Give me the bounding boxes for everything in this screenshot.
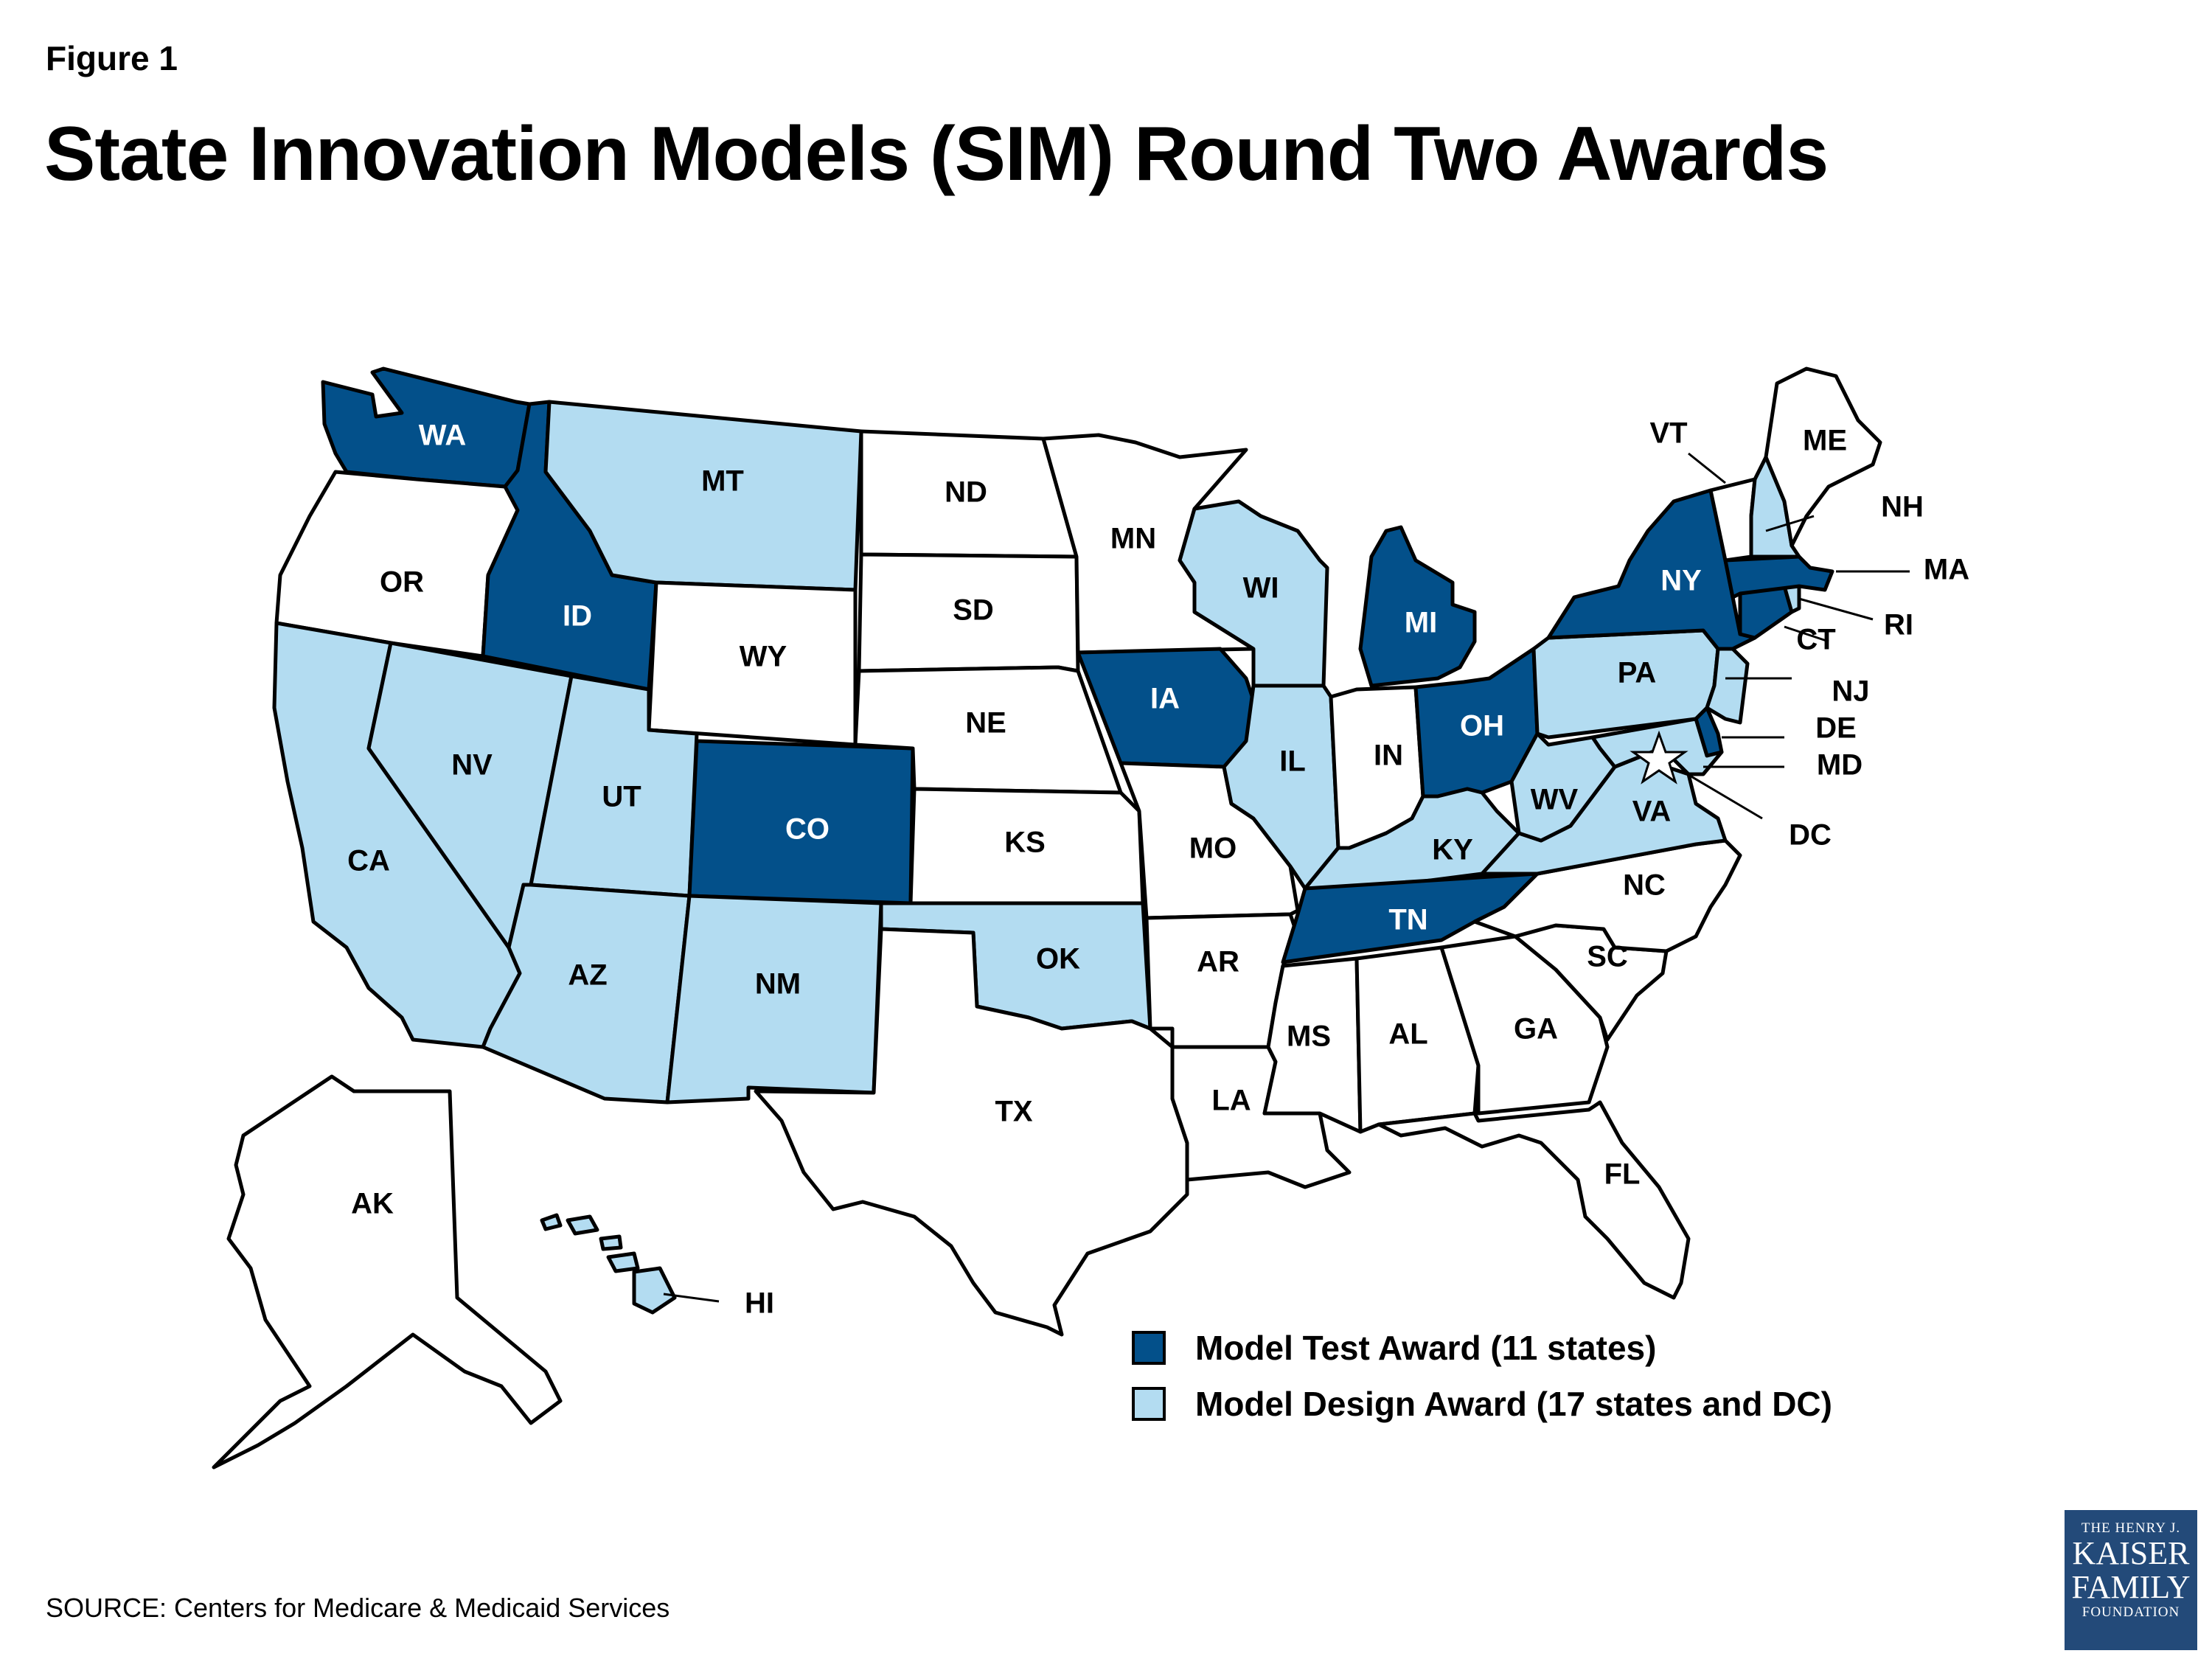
state-label-ak: AK (351, 1188, 394, 1220)
state-label-ga: GA (1514, 1013, 1558, 1046)
state-label-wv: WV (1531, 784, 1579, 816)
state-label-co: CO (785, 813, 830, 846)
logo-line-2: KAISER (2072, 1535, 2190, 1571)
state-label-ca: CA (347, 845, 390, 877)
state-label-oh: OH (1460, 710, 1504, 742)
state-label-az: AZ (568, 959, 607, 992)
legend-item-test: Model Test Award (11 states) (1132, 1320, 1832, 1376)
state-label-mt: MT (701, 465, 744, 498)
state-label-mi: MI (1405, 607, 1437, 639)
state-label-or: OR (380, 566, 424, 599)
state-label-ms: MS (1287, 1020, 1331, 1053)
leader-ct (1784, 625, 1829, 643)
state-label-nh: NH (1881, 491, 1924, 524)
state-ma (1723, 554, 1834, 599)
state-label-me: ME (1803, 425, 1847, 457)
state-fl (1377, 1100, 1691, 1300)
state-label-ri: RI (1884, 609, 1913, 641)
leader-vt (1688, 452, 1726, 484)
state-label-tn: TN (1388, 904, 1427, 936)
leader-nh (1765, 515, 1815, 532)
state-label-mo: MO (1189, 832, 1237, 865)
state-label-ia: IA (1150, 683, 1180, 715)
logo-line-4: FOUNDATION (2081, 1604, 2180, 1620)
state-label-ks: KS (1004, 827, 1046, 859)
state-wv (1509, 731, 1617, 843)
state-label-wa: WA (419, 420, 466, 452)
state-mi (1358, 525, 1477, 688)
state-label-ct: CT (1796, 624, 1835, 656)
leader-hi (663, 1293, 720, 1303)
state-label-nm: NM (755, 968, 801, 1001)
state-label-pa: PA (1618, 657, 1657, 689)
state-label-al: AL (1388, 1018, 1427, 1051)
state-label-la: LA (1211, 1085, 1251, 1117)
state-label-vt: VT (1649, 417, 1687, 450)
legend: Model Test Award (11 states) Model Desig… (1132, 1320, 1832, 1432)
state-label-tx: TX (995, 1096, 1032, 1128)
source-note: SOURCE: Centers for Medicare & Medicaid … (46, 1593, 670, 1623)
state-label-nv: NV (451, 749, 493, 782)
state-tx (754, 927, 1189, 1337)
state-label-il: IL (1279, 745, 1306, 778)
state-label-nj: NJ (1832, 675, 1869, 708)
legend-label-test: Model Test Award (11 states) (1195, 1329, 1657, 1367)
state-label-fl: FL (1604, 1158, 1641, 1191)
state-label-ok: OK (1036, 943, 1080, 975)
legend-label-design: Model Design Award (17 states and DC) (1195, 1385, 1832, 1423)
page-title: State Innovation Models (SIM) Round Two … (44, 111, 1829, 197)
state-label-va: VA (1632, 796, 1672, 828)
state-nj (1705, 647, 1750, 725)
state-label-in: IN (1374, 740, 1403, 772)
figure-label: Figure 1 (46, 39, 178, 77)
state-label-ut: UT (602, 781, 641, 813)
state-label-hi: HI (745, 1287, 774, 1320)
state-label-md: MD (1817, 749, 1863, 782)
state-label-nd: ND (945, 476, 987, 509)
legend-swatch-test (1132, 1331, 1166, 1365)
state-label-sc: SC (1587, 941, 1628, 973)
state-label-ny: NY (1660, 565, 1702, 597)
logo-line-3: FAMILY (2071, 1569, 2191, 1605)
state-hi (540, 1213, 677, 1315)
legend-swatch-design (1132, 1387, 1166, 1421)
state-label-ar: AR (1197, 946, 1239, 978)
legend-item-design: Model Design Award (17 states and DC) (1132, 1376, 1832, 1432)
state-label-mn: MN (1110, 523, 1156, 555)
state-il (1222, 684, 1340, 891)
state-ak (212, 1074, 563, 1470)
leader-dc (1680, 769, 1763, 820)
state-label-sd: SD (953, 594, 994, 627)
state-me (1764, 366, 1882, 548)
dc-star-icon (1630, 730, 1688, 785)
state-label-dc: DC (1789, 819, 1832, 852)
leader-ri (1798, 597, 1874, 621)
state-label-id: ID (563, 600, 592, 633)
state-label-ne: NE (965, 707, 1006, 740)
state-label-nc: NC (1623, 869, 1666, 902)
state-label-wi: WI (1243, 572, 1279, 605)
state-label-ma: MA (1924, 554, 1969, 586)
kff-logo: THE HENRY J. KAISER FAMILY FOUNDATION (2065, 1510, 2197, 1650)
state-label-de: DE (1815, 712, 1857, 745)
logo-line-1: THE HENRY J. (2081, 1520, 2181, 1536)
state-label-wy: WY (740, 641, 787, 673)
state-label-ky: KY (1432, 834, 1473, 866)
